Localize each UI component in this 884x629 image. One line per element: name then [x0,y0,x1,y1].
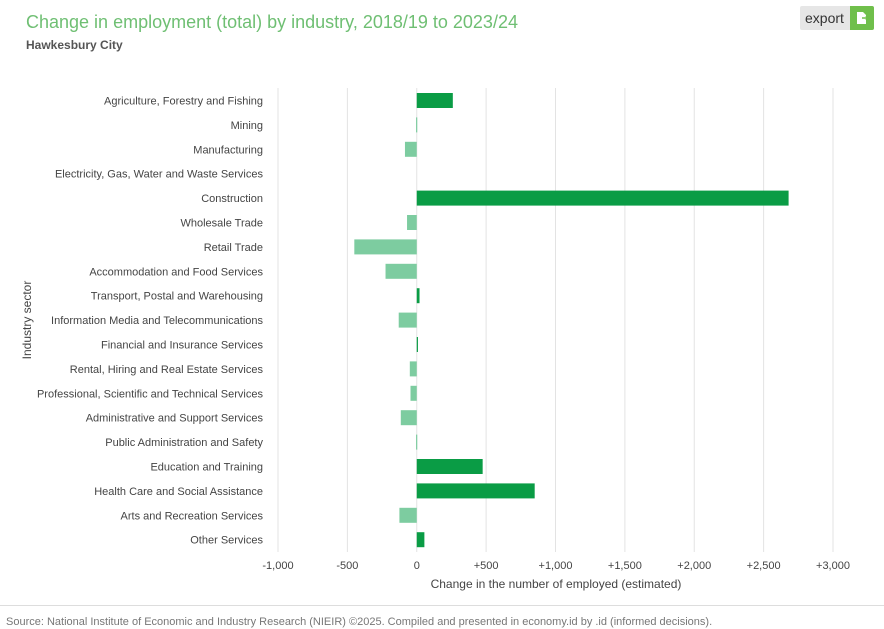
bar[interactable] [399,507,417,523]
category-label: Rental, Hiring and Real Estate Services [70,364,264,376]
category-label: Manufacturing [193,144,263,156]
bar[interactable] [407,215,417,230]
x-tick-label: +2,500 [747,560,781,572]
chart-subtitle: Hawkesbury City [26,38,123,52]
category-label: Arts and Recreation Services [121,510,264,522]
category-label: Construction [201,193,263,205]
footer-divider [0,605,884,606]
category-label: Public Administration and Safety [105,437,263,449]
bar[interactable] [416,532,425,548]
x-tick-label: +1,500 [608,560,642,572]
category-label: Accommodation and Food Services [89,266,263,278]
bar[interactable] [410,385,417,401]
category-label: Wholesale Trade [180,218,263,230]
category-label: Information Media and Telecommunications [51,315,263,327]
category-label: Education and Training [150,462,263,474]
bar[interactable] [398,312,417,328]
bar[interactable] [416,288,420,304]
chart-title: Change in employment (total) by industry… [26,12,518,32]
bar[interactable] [354,239,417,255]
bar[interactable] [404,141,417,157]
export-icon [850,6,874,30]
category-label: Health Care and Social Assistance [94,486,263,498]
category-label: Retail Trade [204,242,263,254]
x-tick-label: +500 [474,560,499,572]
category-label: Professional, Scientific and Technical S… [37,388,264,400]
export-label: export [805,10,844,26]
bar[interactable] [400,410,417,426]
category-label: Agriculture, Forestry and Fishing [104,96,263,108]
bar[interactable] [416,337,418,352]
category-label: Electricity, Gas, Water and Waste Servic… [55,169,264,181]
bar[interactable] [385,263,417,279]
x-tick-label: -1,000 [262,560,293,572]
category-label: Financial and Insurance Services [101,340,264,352]
x-tick-label: 0 [414,560,420,572]
x-tick-label: +3,000 [816,560,850,572]
x-tick-label: +2,000 [677,560,711,572]
category-label: Transport, Postal and Warehousing [91,291,263,303]
bar[interactable] [416,459,483,474]
x-axis-title: Change in the number of employed (estima… [431,577,682,591]
bar[interactable] [416,483,535,499]
bar[interactable] [416,117,418,133]
y-axis-title: Industry sector [20,281,34,360]
category-label: Administrative and Support Services [86,413,264,425]
bar[interactable] [409,361,417,377]
bar-chart: -1,000 -500 0 +500 +1,000 +1,500 +2,000 +2,500 +… [20,88,850,591]
bar[interactable] [416,190,789,206]
chart-area: -1,000 -500 0 +500 +1,000 +1,500 +2,000 +2,500 +… [0,70,884,610]
category-label: Other Services [190,535,263,547]
x-tick-label: -500 [336,560,358,572]
bar[interactable] [416,93,453,108]
x-tick-label: +1,000 [539,560,573,572]
export-button[interactable]: export [800,6,874,30]
category-label: Mining [231,120,263,132]
source-note: Source: National Institute of Economic a… [6,616,713,628]
bar[interactable] [416,434,418,450]
